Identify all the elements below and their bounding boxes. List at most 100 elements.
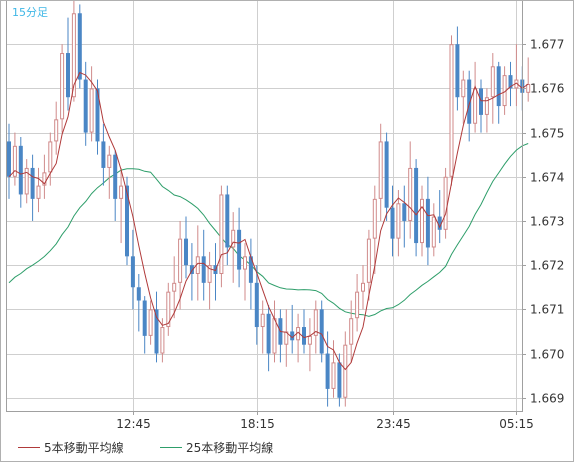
candle <box>484 88 489 133</box>
candle-body-up <box>490 66 495 98</box>
candle <box>355 274 360 332</box>
candle-body-up <box>60 53 65 120</box>
candle <box>313 300 318 354</box>
candle <box>201 229 206 301</box>
x-tick-label: 18:15 <box>240 417 275 431</box>
candle-body-down <box>201 256 206 283</box>
candle <box>77 4 82 89</box>
candle <box>302 309 306 354</box>
candle-body-up <box>36 185 41 199</box>
candle-body-up <box>42 172 47 186</box>
candle <box>443 167 448 239</box>
candle <box>490 53 495 124</box>
candle-body-down <box>248 256 253 283</box>
candle <box>119 167 124 244</box>
candle-body-down <box>467 79 472 124</box>
y-tick-label: 1.673 <box>530 215 564 229</box>
candle <box>414 159 419 257</box>
y-axis: 1.677 1.676 1.675 1.674 1.673 1.672 1.671 1.670… <box>522 38 564 406</box>
candle <box>148 300 153 345</box>
candle <box>107 145 112 199</box>
candle-body-up <box>349 318 354 345</box>
candle <box>24 159 29 204</box>
candle-body-up <box>219 194 224 274</box>
x-axis: 12:45 18:15 23:45 05:15 <box>116 411 534 431</box>
y-tick-label: 1.677 <box>530 38 564 52</box>
legend-ma5-label: 5本移動平均線 <box>44 440 124 455</box>
candle-body-down <box>437 216 442 230</box>
ma5-layer <box>8 71 529 371</box>
candle-body-up <box>461 79 466 98</box>
y-tick-label: 1.672 <box>530 259 564 273</box>
y-tick-label: 1.671 <box>530 303 564 317</box>
y-tick-label: 1.674 <box>530 171 564 185</box>
candle-body-down <box>30 167 35 199</box>
y-tick-label: 1.670 <box>530 348 564 362</box>
candle-body-up <box>484 97 489 115</box>
candle-body-up <box>12 145 17 177</box>
candle-body-down <box>18 145 23 195</box>
candle <box>36 167 41 213</box>
candle-body-up <box>71 13 76 98</box>
candle <box>30 154 35 221</box>
candle <box>325 331 330 407</box>
candle <box>54 101 59 155</box>
candle-body-up <box>119 185 124 199</box>
candle-body-up <box>178 238 183 283</box>
candle <box>349 300 354 363</box>
candle-body-down <box>154 309 159 354</box>
candle-body-up <box>260 313 265 328</box>
candle-body-down <box>254 282 259 328</box>
candle-body-down <box>189 265 194 274</box>
candle <box>361 265 365 310</box>
candle-body-up <box>207 265 212 283</box>
candle <box>431 203 436 257</box>
candle <box>178 220 183 310</box>
candle-body-down <box>184 238 188 266</box>
candle <box>408 141 413 239</box>
candle-body-down <box>142 300 147 336</box>
candle <box>166 282 171 336</box>
candle <box>42 154 47 199</box>
candle <box>437 190 442 244</box>
candle-layer <box>7 0 531 407</box>
ma25-line <box>8 143 529 317</box>
candle-body-up <box>148 309 153 336</box>
candle <box>461 70 466 124</box>
candle <box>7 123 11 199</box>
candle-body-up <box>107 154 112 168</box>
candle-body-up <box>361 282 365 292</box>
candle <box>189 243 194 301</box>
candle-body-up <box>48 141 53 173</box>
candle <box>243 243 247 301</box>
candle <box>372 185 377 274</box>
candle-body-down <box>319 309 324 354</box>
candle <box>290 304 295 354</box>
candle-body-up <box>172 282 177 292</box>
candle-body-down <box>402 203 407 221</box>
candle-body-up <box>307 335 312 345</box>
candle-body-down <box>455 44 460 98</box>
candle-body-up <box>343 344 348 398</box>
candle <box>248 238 253 310</box>
candle-body-down <box>83 79 88 133</box>
candle-body-down <box>337 362 342 398</box>
candle <box>402 185 407 248</box>
candle <box>142 296 147 354</box>
y-tick-label: 1.669 <box>530 392 564 406</box>
candle <box>89 66 94 142</box>
legend: 5本移動平均線 25本移動平均線 <box>18 440 273 455</box>
x-tick-label: 12:45 <box>116 417 151 431</box>
candle-body-down <box>95 88 100 142</box>
candle-body-down <box>384 141 389 208</box>
candle-body-down <box>125 185 129 257</box>
candle <box>231 212 236 283</box>
candle-body-down <box>508 75 513 89</box>
candle-body-up <box>160 327 165 354</box>
candle-body-down <box>225 194 230 248</box>
candle-body-up <box>89 88 94 133</box>
candle-body-up <box>331 362 336 389</box>
candle <box>449 35 454 186</box>
candle <box>366 229 371 301</box>
